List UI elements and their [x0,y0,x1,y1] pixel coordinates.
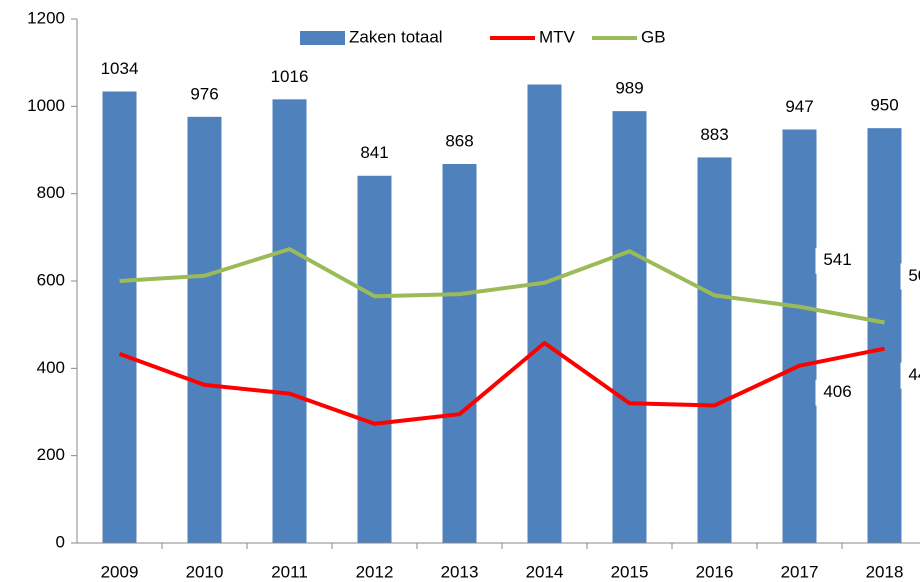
axes: 0 200 400 600 800 1000 1200 2009 2010 2011 2012 201… [27,8,920,581]
line-label: 406 [823,382,851,401]
bar [102,91,137,543]
labels: 1034 976 1016 841 868 989 883 947 950 406 445 541 50… [101,59,920,406]
bar-label: 868 [445,131,473,150]
bar [357,175,392,543]
bars [102,84,902,544]
bar-label: 989 [615,79,643,98]
x-tick-label: 2011 [271,562,308,581]
y-tick-label: 1000 [27,96,65,115]
legend-swatch [300,31,345,45]
y-tick-label: 400 [37,358,65,377]
line [119,247,885,325]
bar-label: 883 [700,125,728,144]
bar [272,99,307,543]
legend: Zaken totaal MTV GB [285,22,705,54]
line-label: 541 [823,250,851,269]
x-tick-label: 2017 [781,562,819,581]
bar-label: 947 [785,97,813,116]
bar-label: 841 [360,143,388,162]
line [118,341,885,426]
label-bg [900,263,920,290]
line-label: 505 [908,266,920,285]
y-tick-label: 0 [56,532,65,551]
bar-label: 1034 [101,59,139,78]
bar [867,128,902,543]
x-tick-label: 2015 [611,562,649,581]
x-tick-label: 2013 [441,562,479,581]
legend-label: GB [641,27,666,46]
x-tick-label: 2014 [526,562,564,581]
x-tick-label: 2016 [696,562,734,581]
y-tick-label: 600 [37,270,65,289]
line-label: 445 [908,365,920,384]
label-bg [815,379,860,406]
bar [697,157,732,543]
bar-label: 976 [190,84,218,103]
bar-label: 950 [870,96,898,115]
bar [187,116,222,544]
legend-label: Zaken totaal [349,27,443,46]
bar-label: 1016 [271,67,309,86]
legend-label: MTV [539,27,576,46]
y-tick-label: 1200 [27,8,65,27]
bar [782,129,817,543]
y-tick-label: 200 [37,445,65,464]
bar [442,163,477,543]
bar [527,84,562,543]
label-bg [815,247,860,274]
x-tick-label: 2009 [101,562,139,581]
x-tick-label: 2012 [356,562,394,581]
x-tick-label: 2018 [866,562,904,581]
label-bg [900,362,920,389]
x-tick-label: 2010 [186,562,224,581]
bar [612,111,647,544]
y-tick-label: 800 [37,183,65,202]
lines [118,247,885,426]
